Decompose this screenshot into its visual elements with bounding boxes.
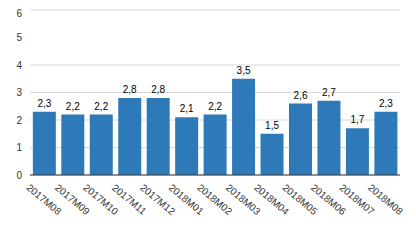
svg-text:4: 4 — [16, 60, 22, 71]
svg-text:5: 5 — [16, 32, 22, 43]
svg-text:3,5: 3,5 — [237, 65, 251, 76]
svg-text:2,6: 2,6 — [294, 90, 308, 101]
svg-text:2018M01: 2018M01 — [166, 181, 206, 217]
svg-text:0: 0 — [16, 170, 22, 181]
svg-text:2,2: 2,2 — [66, 101, 80, 112]
svg-text:6: 6 — [16, 8, 22, 19]
svg-text:1,5: 1,5 — [265, 120, 279, 131]
svg-text:2017M11: 2017M11 — [110, 182, 149, 217]
svg-text:2,2: 2,2 — [208, 101, 222, 112]
svg-text:2018M07: 2018M07 — [337, 181, 377, 217]
svg-text:2,1: 2,1 — [180, 103, 194, 114]
svg-text:2018M05: 2018M05 — [280, 181, 320, 217]
svg-text:2017M10: 2017M10 — [81, 181, 121, 217]
svg-text:2: 2 — [16, 115, 22, 126]
svg-text:2017M08: 2017M08 — [24, 181, 64, 217]
svg-text:2018M02: 2018M02 — [195, 181, 235, 217]
svg-text:2017M12: 2017M12 — [138, 181, 178, 217]
svg-text:2,8: 2,8 — [151, 84, 165, 95]
svg-text:1,7: 1,7 — [350, 114, 364, 125]
svg-text:2,7: 2,7 — [322, 87, 336, 98]
svg-text:2018M04: 2018M04 — [252, 181, 292, 217]
svg-text:1: 1 — [16, 142, 22, 153]
svg-text:3: 3 — [16, 87, 22, 98]
svg-text:2018M08: 2018M08 — [366, 182, 405, 218]
svg-text:2018M06: 2018M06 — [309, 181, 348, 217]
svg-text:2,3: 2,3 — [37, 98, 51, 109]
svg-text:2,2: 2,2 — [94, 101, 108, 112]
svg-text:2,3: 2,3 — [379, 98, 393, 109]
svg-text:2017M09: 2017M09 — [52, 181, 92, 217]
svg-text:2,8: 2,8 — [123, 84, 137, 95]
svg-text:2018M03: 2018M03 — [223, 181, 263, 217]
